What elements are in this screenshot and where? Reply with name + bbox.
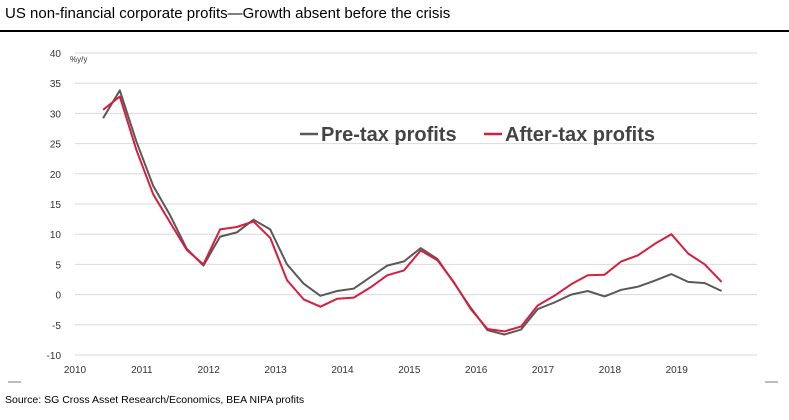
x-tick-label: 2012 — [198, 365, 221, 376]
y-tick-label: -10 — [47, 351, 62, 362]
y-tick-label: 35 — [50, 79, 62, 90]
x-tick-label: 2010 — [64, 365, 87, 376]
y-tick-label: -5 — [52, 321, 61, 332]
x-tick-label: 2019 — [666, 365, 689, 376]
y-unit-label: %y/y — [70, 55, 87, 64]
y-tick-label: 0 — [55, 291, 61, 302]
x-tick-label: 2018 — [599, 365, 622, 376]
y-tick-label: 40 — [50, 49, 62, 60]
gridlines — [75, 52, 757, 356]
y-tick-label: 25 — [50, 140, 62, 151]
x-tick-label: 2011 — [131, 365, 153, 376]
legend: Pre-tax profits After-tax profits — [300, 124, 655, 146]
y-tick-label: 30 — [50, 109, 62, 120]
x-tick-label: 2014 — [331, 365, 354, 376]
x-tick-label: 2013 — [264, 365, 287, 376]
x-tick-label: 2017 — [532, 365, 555, 376]
y-tick-label: 15 — [50, 200, 62, 211]
y-tick-label: 5 — [55, 260, 61, 271]
source-note: Source: SG Cross Asset Research/Economic… — [5, 394, 305, 406]
y-tick-label: 10 — [50, 230, 62, 241]
x-axis-ticks: 2010 2011 2012 2013 2014 2015 2016 2017 2018 2019 — [64, 365, 688, 376]
y-tick-label: 20 — [50, 170, 62, 181]
title-rule — [0, 30, 789, 32]
x-tick-label: 2016 — [465, 365, 488, 376]
series-lines — [102, 89, 723, 336]
chart-title: US non-financial corporate profits—Growt… — [5, 5, 451, 22]
y-axis-ticks: 40 35 30 25 20 15 10 5 0 -5 -10 — [47, 49, 62, 362]
legend-label: After-tax profits — [505, 124, 655, 146]
x-tick-label: 2015 — [398, 365, 421, 376]
legend-label: Pre-tax profits — [321, 124, 457, 146]
series-line-after-tax-profits — [102, 95, 723, 333]
